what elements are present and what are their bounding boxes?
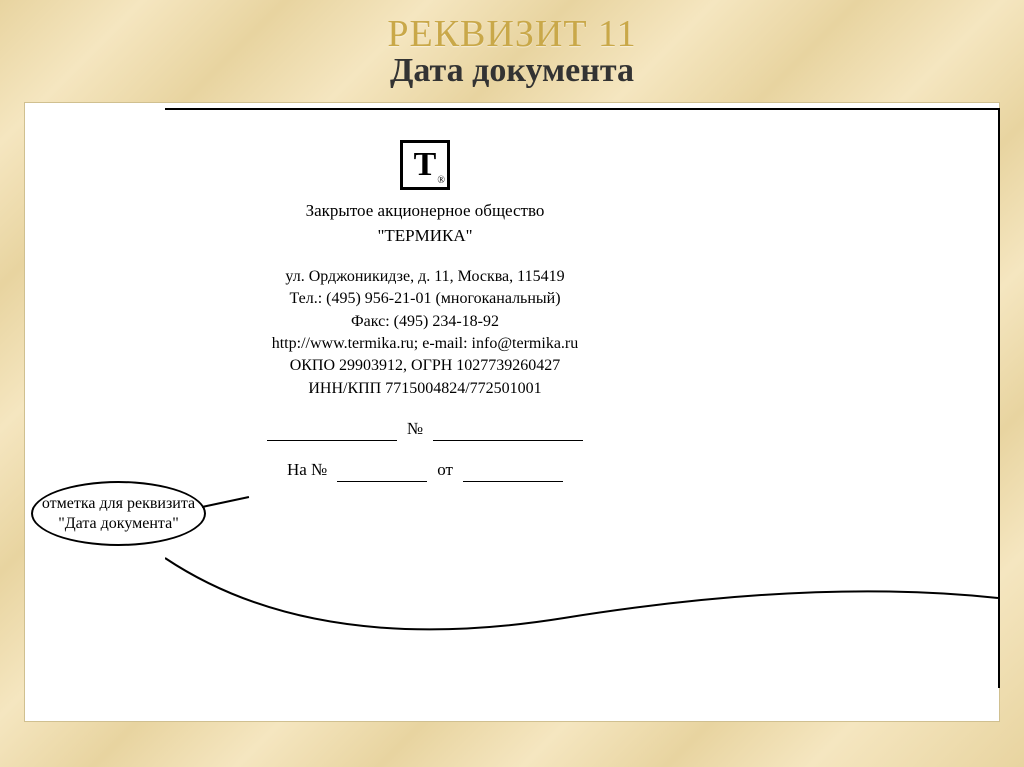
document-frame: T ® Закрытое акционерное общество "ТЕРМИ… (165, 108, 1000, 688)
annotation-callout: отметка для реквизита "Дата документа" (31, 481, 206, 546)
logo-registered: ® (437, 174, 445, 188)
slide-body: T ® Закрытое акционерное общество "ТЕРМИ… (24, 102, 1000, 722)
date-field-underline (267, 423, 397, 441)
torn-edge-wave (165, 548, 998, 688)
reference-row: На № от (225, 459, 625, 482)
date-number-row: № (225, 418, 625, 441)
ref-from: от (437, 459, 453, 482)
org-type: Закрытое акционерное общество (225, 200, 625, 223)
number-label: № (407, 418, 423, 441)
slide-title-2: Дата документа (0, 52, 1024, 90)
slide-title-1: РЕКВИЗИТ 11 (0, 12, 1024, 56)
letterhead-block: T ® Закрытое акционерное общество "ТЕРМИ… (225, 140, 625, 482)
web-line: http://www.termika.ru; e-mail: info@term… (225, 333, 625, 355)
address-line: ул. Орджоникидзе, д. 11, Москва, 115419 (225, 266, 625, 288)
callout-text-1: отметка для реквизита (42, 494, 195, 514)
fax-line: Факс: (495) 234-18-92 (225, 311, 625, 333)
callout-text-2: "Дата документа" (58, 514, 179, 534)
slide-header: РЕКВИЗИТ 11 Дата документа (0, 0, 1024, 90)
phone-line: Тел.: (495) 956-21-01 (многоканальный) (225, 288, 625, 310)
ref-prefix: На № (287, 459, 327, 482)
contact-block: ул. Орджоникидзе, д. 11, Москва, 115419 … (225, 266, 625, 400)
ref-number-underline (337, 464, 427, 482)
inn-line: ИНН/КПП 7715004824/772501001 (225, 378, 625, 400)
logo-letter: T (414, 142, 437, 188)
ref-date-underline (463, 464, 563, 482)
okpo-line: ОКПО 29903912, ОГРН 1027739260427 (225, 355, 625, 377)
org-name: "ТЕРМИКА" (225, 225, 625, 248)
number-field-underline (433, 423, 583, 441)
company-logo: T ® (400, 140, 450, 190)
